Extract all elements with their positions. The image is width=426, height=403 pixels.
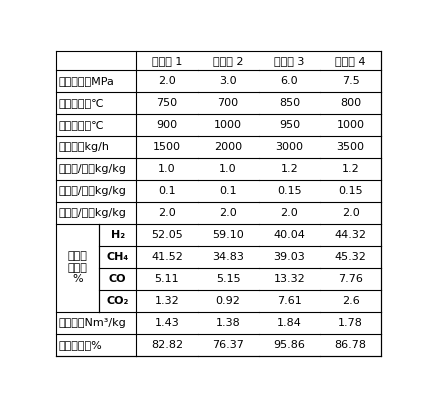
Text: 煤转化率，%: 煤转化率，% <box>59 340 102 350</box>
Text: 2.0: 2.0 <box>341 208 359 218</box>
Text: 2000: 2000 <box>213 142 242 152</box>
Text: 气化温度，℃: 气化温度，℃ <box>59 98 104 108</box>
Text: 1.2: 1.2 <box>341 164 359 174</box>
Text: 1500: 1500 <box>153 142 181 152</box>
Text: 900: 900 <box>156 120 177 130</box>
Text: 2.0: 2.0 <box>158 76 176 86</box>
Text: 0.1: 0.1 <box>158 186 176 196</box>
Text: 实施例 2: 实施例 2 <box>213 56 243 66</box>
Text: 2.0: 2.0 <box>219 208 236 218</box>
Text: 800: 800 <box>339 98 360 108</box>
Text: 1.78: 1.78 <box>337 318 362 328</box>
Text: 干煤气
组成，
%: 干煤气 组成， % <box>68 251 87 284</box>
Text: 产气率，Nm³/kg: 产气率，Nm³/kg <box>59 318 126 328</box>
Text: 2.6: 2.6 <box>341 296 359 305</box>
Text: 1000: 1000 <box>336 120 364 130</box>
Text: 59.10: 59.10 <box>212 230 243 240</box>
Text: 45.32: 45.32 <box>334 252 366 262</box>
Text: 40.04: 40.04 <box>273 230 305 240</box>
Text: 34.83: 34.83 <box>212 252 244 262</box>
Text: 1.2: 1.2 <box>280 164 297 174</box>
Text: CO: CO <box>109 274 126 284</box>
Text: 1.32: 1.32 <box>154 296 179 305</box>
Text: 3000: 3000 <box>275 142 302 152</box>
Text: 52.05: 52.05 <box>151 230 182 240</box>
Text: 39.03: 39.03 <box>273 252 305 262</box>
Text: 0.15: 0.15 <box>276 186 301 196</box>
Text: 7.76: 7.76 <box>337 274 362 284</box>
Text: 750: 750 <box>156 98 177 108</box>
Text: 850: 850 <box>278 98 299 108</box>
Text: 82.82: 82.82 <box>150 340 183 350</box>
Text: 41.52: 41.52 <box>151 252 182 262</box>
Text: CO₂: CO₂ <box>106 296 129 305</box>
Text: 5.15: 5.15 <box>215 274 240 284</box>
Text: 实施例 3: 实施例 3 <box>273 56 304 66</box>
Text: 3500: 3500 <box>336 142 364 152</box>
Text: 7.61: 7.61 <box>276 296 301 305</box>
Text: 进煤量，kg/h: 进煤量，kg/h <box>59 142 109 152</box>
Text: 1000: 1000 <box>213 120 242 130</box>
Text: 7.5: 7.5 <box>341 76 359 86</box>
Text: 76.37: 76.37 <box>212 340 244 350</box>
Text: 3.0: 3.0 <box>219 76 236 86</box>
Text: 6.0: 6.0 <box>280 76 297 86</box>
Text: 0.15: 0.15 <box>337 186 362 196</box>
Text: 1.0: 1.0 <box>158 164 176 174</box>
Text: 0.1: 0.1 <box>219 186 236 196</box>
Text: 5.11: 5.11 <box>154 274 179 284</box>
Text: 氧化馒/煤，kg/kg: 氧化馒/煤，kg/kg <box>59 164 127 174</box>
Text: 95.86: 95.86 <box>273 340 305 350</box>
Text: 700: 700 <box>217 98 238 108</box>
Text: 0.92: 0.92 <box>215 296 240 305</box>
Text: 2.0: 2.0 <box>280 208 297 218</box>
Text: 950: 950 <box>278 120 299 130</box>
Text: 44.32: 44.32 <box>334 230 366 240</box>
Text: 1.43: 1.43 <box>154 318 179 328</box>
Text: 1.0: 1.0 <box>219 164 236 174</box>
Text: 13.32: 13.32 <box>273 274 305 284</box>
Text: H₂: H₂ <box>110 230 124 240</box>
Text: 实施例 1: 实施例 1 <box>151 56 181 66</box>
Text: 催化剂/煤，kg/kg: 催化剂/煤，kg/kg <box>59 186 127 196</box>
Text: 2.0: 2.0 <box>158 208 176 218</box>
Text: CH₄: CH₄ <box>106 252 129 262</box>
Text: 反应压力，MPa: 反应压力，MPa <box>59 76 115 86</box>
Text: 煅烧温度，℃: 煅烧温度，℃ <box>59 120 104 130</box>
Text: 1.84: 1.84 <box>276 318 301 328</box>
Text: 实施例 4: 实施例 4 <box>334 56 365 66</box>
Text: 1.38: 1.38 <box>215 318 240 328</box>
Text: 水蔬气/煤，kg/kg: 水蔬气/煤，kg/kg <box>59 208 127 218</box>
Text: 86.78: 86.78 <box>334 340 366 350</box>
